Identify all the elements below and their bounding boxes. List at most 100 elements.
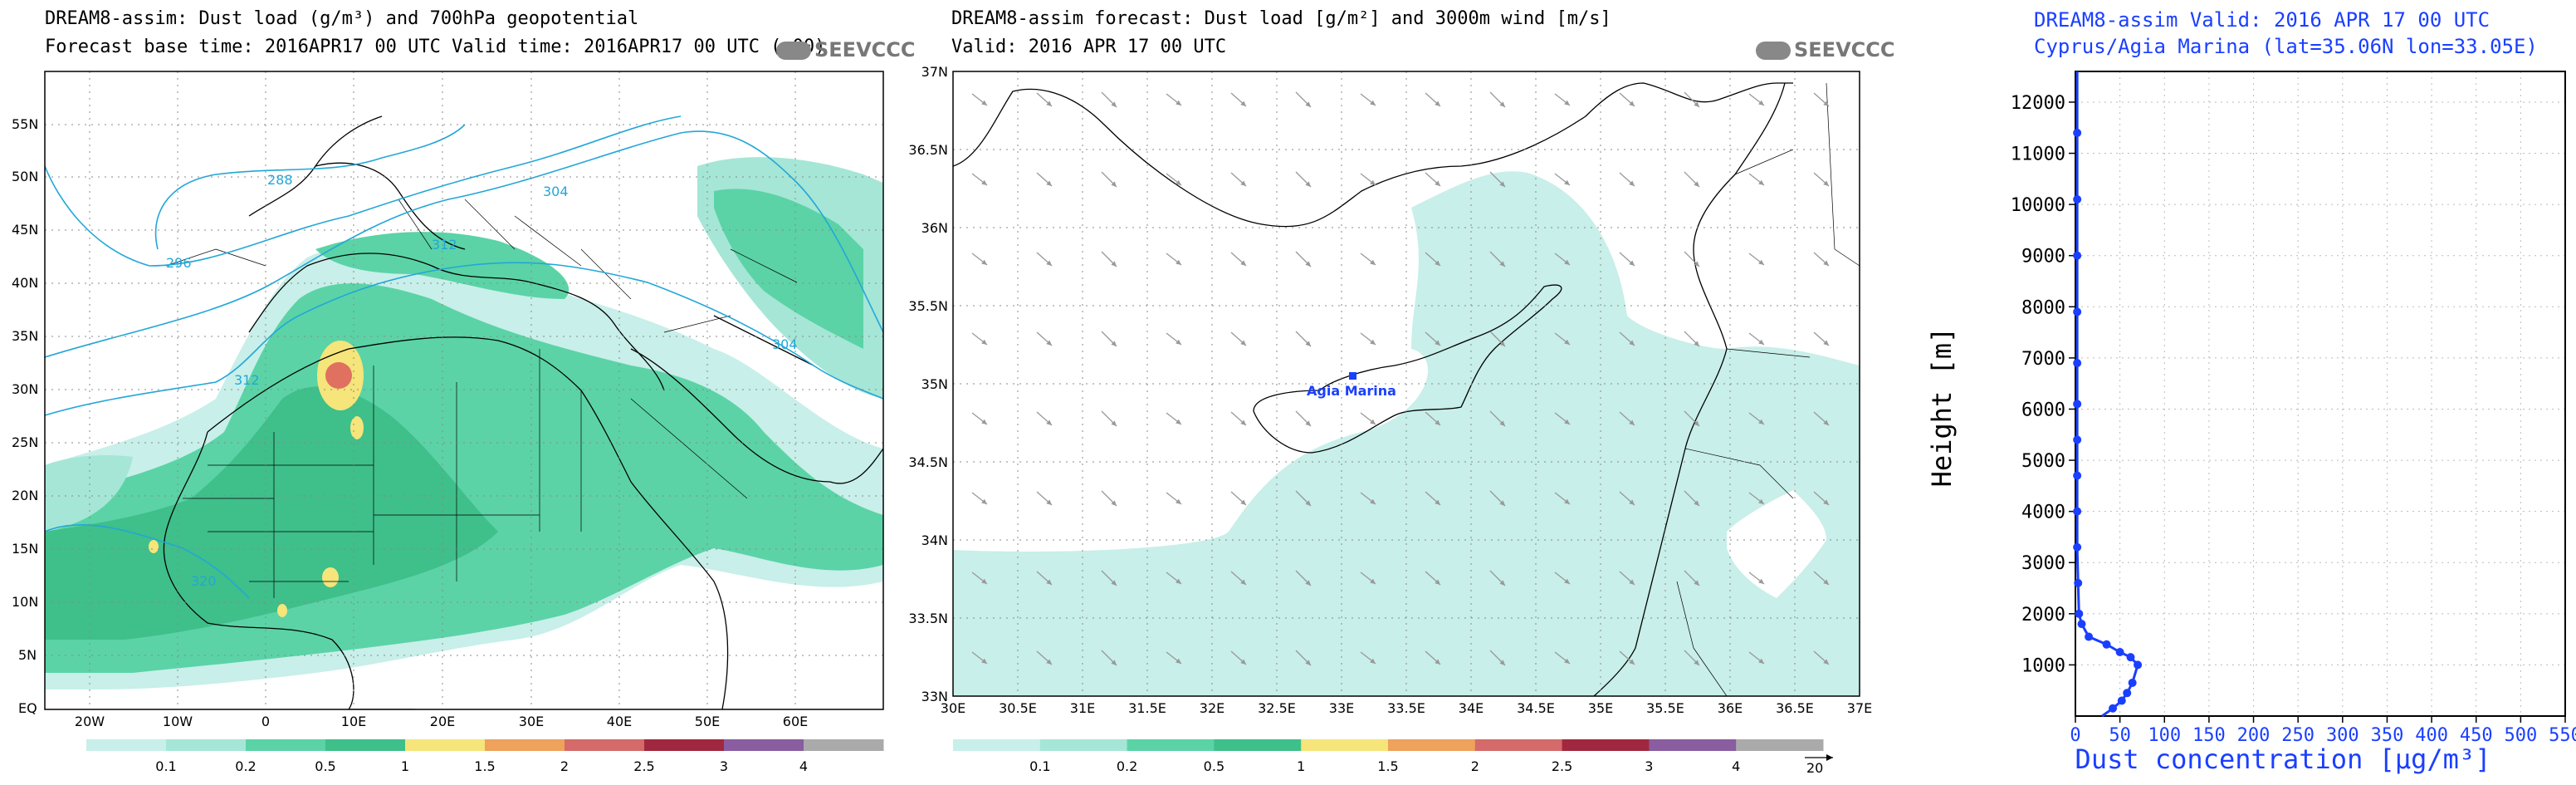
wind-arrow bbox=[1748, 332, 1765, 346]
dust-clear-patch bbox=[1727, 490, 1826, 598]
wind-arrows bbox=[971, 91, 1830, 666]
lon-label: 35.5E bbox=[1646, 700, 1684, 716]
map-panel-regional: DREAM8-assim: Dust load (g/m³) and 700hP… bbox=[0, 0, 916, 785]
wind-arrow bbox=[1684, 171, 1700, 188]
wind-arrow bbox=[1166, 93, 1182, 106]
wind-arrow bbox=[1360, 572, 1376, 585]
wind-arrow bbox=[1813, 411, 1830, 426]
lon-label: 36.5E bbox=[1776, 700, 1814, 716]
plot-frame bbox=[2075, 71, 2566, 717]
map1-lon-labels: 20W 10W 0 10E 20E 30E 40E 50E 60E bbox=[75, 714, 808, 729]
lon-label: 30E bbox=[519, 714, 544, 729]
legend-label: 2.5 bbox=[633, 758, 654, 774]
wind-arrow bbox=[971, 93, 988, 106]
wind-arrow bbox=[1554, 253, 1571, 266]
profile-point bbox=[2077, 620, 2086, 629]
wind-arrow bbox=[1425, 411, 1441, 426]
legend-label: 1.5 bbox=[474, 758, 495, 774]
profile-point bbox=[2073, 471, 2082, 480]
lon-label: 30.5E bbox=[999, 700, 1037, 716]
wind-arrow bbox=[1619, 650, 1635, 665]
profile-point bbox=[2126, 653, 2135, 662]
contour-label: 304 bbox=[772, 336, 798, 352]
map1-lat-labels: 55N 50N 45N 40N 35N 30N 25N 20N 15N 10N … bbox=[12, 116, 38, 716]
wind-arrow bbox=[1554, 332, 1571, 346]
legend-label: 0.5 bbox=[1204, 758, 1224, 774]
map2-title: DREAM8-assim forecast: Dust load [g/m²] … bbox=[951, 8, 1611, 29]
contour-label: 288 bbox=[267, 172, 293, 188]
wind-arrow bbox=[1554, 651, 1571, 665]
wind-arrow bbox=[1230, 650, 1247, 665]
lon-label: 40E bbox=[607, 714, 632, 729]
y-tick-label: 10000 bbox=[2011, 195, 2065, 216]
profile-point bbox=[2073, 128, 2082, 137]
x-tick-label: 100 bbox=[2148, 725, 2181, 746]
wind-arrow bbox=[1554, 492, 1571, 505]
x-tick-label: 400 bbox=[2415, 725, 2448, 746]
lat-label: 36N bbox=[921, 220, 948, 236]
legend-swatch bbox=[1301, 739, 1389, 751]
lat-label: 20N bbox=[12, 488, 38, 503]
wind-arrow bbox=[1554, 173, 1571, 186]
wind-arrow bbox=[1489, 251, 1506, 267]
wind-arrow bbox=[1230, 491, 1247, 506]
wind-arrow bbox=[1489, 331, 1506, 347]
wind-arrow bbox=[971, 253, 988, 266]
lon-label: 37E bbox=[1847, 700, 1872, 716]
coastline-levant bbox=[1593, 82, 1786, 696]
legend-swatch bbox=[724, 739, 804, 751]
wind-arrow bbox=[1360, 332, 1376, 346]
lat-label: 50N bbox=[12, 169, 38, 184]
x-tick-label: 500 bbox=[2504, 725, 2537, 746]
coastline-europe bbox=[248, 115, 665, 391]
contour-label: 312 bbox=[234, 372, 260, 388]
legend-swatch bbox=[166, 739, 247, 751]
lat-label: 30N bbox=[12, 381, 38, 397]
wind-arrow bbox=[1295, 490, 1312, 507]
lon-label: 10E bbox=[341, 714, 366, 729]
wind-arrow bbox=[1489, 91, 1506, 108]
contour-label: 320 bbox=[191, 573, 217, 589]
legend-swatch bbox=[325, 739, 406, 751]
dust-field-caspian-dark bbox=[714, 189, 863, 349]
profile-point bbox=[2073, 507, 2082, 516]
legend-label: 3 bbox=[1645, 758, 1653, 774]
coastline-arabia bbox=[630, 315, 883, 484]
wind-arrow bbox=[1166, 253, 1182, 266]
lat-label: 45N bbox=[12, 222, 38, 238]
lon-label: 34.5E bbox=[1517, 700, 1555, 716]
profile-point bbox=[2073, 307, 2082, 316]
legend-label: 2.5 bbox=[1552, 758, 1572, 774]
dust-hotspot-chad bbox=[350, 416, 364, 439]
wind-arrow bbox=[1166, 412, 1182, 425]
map1-contour-labels: 288 296 304 312 312 304 320 bbox=[166, 172, 798, 589]
x-tick-label: 350 bbox=[2371, 725, 2404, 746]
wind-arrow bbox=[1101, 570, 1117, 586]
profile-point bbox=[2074, 578, 2083, 587]
wind-arrow bbox=[1101, 171, 1117, 188]
wind-arrow bbox=[1360, 492, 1376, 505]
y-tick-label: 8000 bbox=[2021, 297, 2065, 318]
y-axis-label: Height [m] bbox=[1926, 327, 1958, 488]
wind-arrow bbox=[1425, 172, 1441, 187]
wind-arrow bbox=[1554, 93, 1571, 106]
lat-label: 33.5N bbox=[908, 611, 948, 626]
wind-arrow bbox=[1489, 490, 1506, 507]
legend-swatch bbox=[485, 739, 565, 751]
wind-arrow bbox=[1101, 490, 1117, 507]
lat-label: 33N bbox=[921, 689, 948, 704]
dust-hotspot-ghana bbox=[277, 604, 287, 617]
legend-label: 4 bbox=[799, 758, 808, 774]
wind-arrow bbox=[1036, 331, 1053, 346]
profile-point bbox=[2128, 678, 2137, 687]
profile-point bbox=[2073, 251, 2082, 260]
wind-arrow bbox=[1166, 492, 1182, 505]
wind-arrow bbox=[1748, 492, 1765, 505]
wind-arrow bbox=[1684, 251, 1700, 267]
coastline-africa bbox=[163, 336, 729, 709]
profile-point bbox=[2075, 609, 2084, 618]
wind-arrow bbox=[1036, 172, 1053, 187]
y-tick-label: 3000 bbox=[2021, 553, 2065, 574]
wind-arrow bbox=[1684, 570, 1700, 586]
lon-label: 20E bbox=[430, 714, 455, 729]
